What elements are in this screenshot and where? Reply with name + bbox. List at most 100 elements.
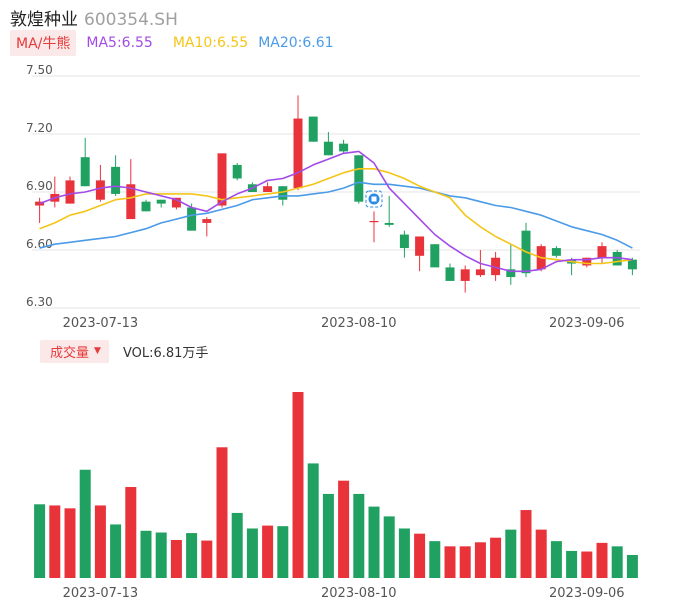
volume-bar	[444, 546, 456, 578]
volume-bar	[398, 528, 410, 578]
volume-bar	[626, 554, 638, 578]
candle-body	[445, 267, 455, 281]
volume-bar	[566, 550, 578, 578]
candle-body	[263, 186, 273, 192]
volume-bar	[94, 505, 106, 578]
candle-body	[308, 116, 318, 142]
candle-body	[323, 141, 333, 156]
volume-date-tick-label: 2023-09-06	[549, 586, 625, 601]
volume-value: VOL:6.81万手	[122, 345, 209, 361]
candle-body	[187, 207, 197, 231]
candle-body	[551, 248, 561, 256]
stock-title: 敦煌种业 600354.SH	[10, 5, 178, 30]
volume-bar	[64, 508, 76, 578]
ma-legend: MA/牛熊 MA5:6.55 MA10:6.55 MA20:6.61	[10, 30, 334, 56]
volume-bar	[155, 532, 167, 578]
volume-bar	[474, 542, 486, 578]
volume-bar	[368, 506, 380, 578]
candle-body	[156, 199, 166, 204]
candle-body	[126, 184, 136, 220]
candle-body	[141, 201, 151, 212]
price-tick-label: 6.60	[26, 237, 53, 251]
volume-bar	[581, 551, 593, 578]
candle-body	[506, 269, 516, 278]
volume-bar	[535, 529, 547, 578]
candle-body	[582, 257, 592, 266]
volume-indicator-label: 成交量	[50, 345, 90, 361]
date-tick-label: 2023-09-06	[549, 316, 625, 331]
volume-legend: 成交量 ▼ VOL:6.81万手	[40, 339, 209, 363]
candle-body	[293, 118, 303, 189]
price-tick-label: 6.90	[26, 179, 53, 193]
volume-bar	[459, 546, 471, 578]
candle-body	[597, 246, 607, 258]
volume-bar	[429, 541, 441, 578]
volume-bar	[34, 504, 46, 578]
volume-bar	[505, 529, 517, 578]
volume-bar	[186, 533, 198, 578]
candle-body	[202, 219, 212, 223]
candle-body	[111, 166, 121, 194]
volume-bar	[201, 540, 213, 578]
volume-bar	[353, 493, 365, 578]
price-tick-label: 7.50	[26, 63, 53, 77]
volume-bar	[520, 510, 532, 578]
volume-bar	[246, 528, 258, 578]
stock-name: 敦煌种业	[10, 10, 78, 30]
stock-code: 600354.SH	[84, 10, 178, 30]
candle-body	[95, 180, 105, 200]
volume-bar	[414, 533, 426, 578]
ma10-legend: MA10:6.55	[172, 35, 249, 51]
candle-body	[65, 180, 75, 204]
volume-bar	[125, 487, 137, 578]
volume-bar	[140, 530, 152, 578]
event-marker-glyph	[371, 196, 377, 202]
candle-body	[217, 153, 227, 206]
candle-body	[460, 269, 470, 281]
ma5-legend: MA5:6.55	[86, 35, 153, 51]
candle-body	[278, 186, 288, 200]
volume-bar	[49, 505, 61, 578]
candle-body	[232, 164, 242, 179]
candle-body	[171, 197, 181, 208]
candle-body	[415, 236, 425, 256]
volume-date-tick-label: 2023-07-13	[63, 586, 139, 601]
volume-bar	[262, 525, 274, 578]
volume-bar	[383, 516, 395, 578]
volume-bar	[307, 463, 319, 578]
ma10-line	[39, 168, 633, 265]
candle-body	[369, 221, 379, 223]
candle-body	[80, 157, 90, 187]
candle-body	[430, 244, 440, 268]
ma-toggle-button[interactable]: MA/牛熊	[10, 30, 77, 56]
price-tick-label: 6.30	[26, 295, 53, 309]
volume-bar	[170, 539, 182, 578]
ma20-line	[39, 181, 633, 249]
volume-bar	[277, 526, 289, 578]
volume-indicator-dropdown[interactable]: 成交量 ▼	[40, 339, 109, 363]
volume-bar	[216, 447, 228, 578]
date-tick-label: 2023-07-13	[63, 316, 139, 331]
price-tick-label: 7.20	[26, 121, 53, 135]
candle-body	[354, 155, 364, 202]
candle-body	[399, 234, 409, 249]
volume-bar	[611, 546, 623, 578]
volume-bar	[292, 392, 304, 578]
event-marker-frame	[365, 190, 383, 208]
candle-body	[612, 251, 622, 266]
volume-bar	[338, 480, 350, 578]
candle-body	[491, 257, 501, 276]
volume-date-tick-label: 2023-08-10	[321, 586, 397, 601]
volume-bar	[550, 541, 562, 578]
candle-body	[627, 259, 637, 270]
volume-bar	[79, 469, 91, 578]
volume-bar	[596, 542, 608, 578]
ma20-legend: MA20:6.61	[258, 35, 334, 51]
volume-bar	[490, 537, 502, 578]
ma5-line	[39, 150, 633, 273]
volume-bar	[110, 524, 122, 578]
date-tick-label: 2023-08-10	[321, 316, 397, 331]
volume-bar	[231, 512, 243, 578]
candle-body	[339, 143, 349, 152]
